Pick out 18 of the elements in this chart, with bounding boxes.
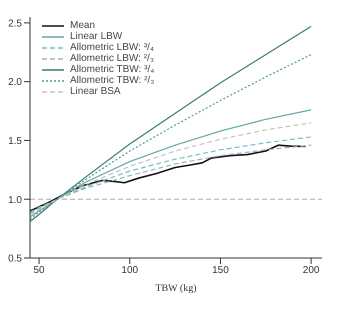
- x-tick-label: 150: [212, 265, 230, 276]
- line-series: [30, 54, 312, 220]
- y-tick-label: 2.0: [8, 77, 22, 88]
- y-tick-label: 2.5: [8, 18, 22, 30]
- x-tick-label: 50: [34, 265, 46, 276]
- legend-label: Allometric LBW: ²/₃: [70, 53, 154, 64]
- y-tick-label: 1.5: [8, 136, 22, 147]
- y-tick-label: 1.0: [8, 194, 22, 206]
- legend-label: Linear LBW: [70, 31, 122, 42]
- legend-label: Mean: [70, 20, 96, 31]
- legend-label: Allometric TBW: ³/₄: [70, 64, 154, 75]
- x-tick-label: 200: [302, 265, 320, 276]
- legend-label: Allometric LBW: ³/₄: [70, 42, 154, 53]
- x-tick-label: 100: [121, 265, 139, 276]
- x-axis-title: TBW (kg): [155, 283, 197, 294]
- legend-label: Linear BSA: [70, 86, 121, 97]
- legend-label: Allometric TBW: ²/₃: [70, 75, 154, 86]
- y-tick-label: 0.5: [8, 254, 22, 265]
